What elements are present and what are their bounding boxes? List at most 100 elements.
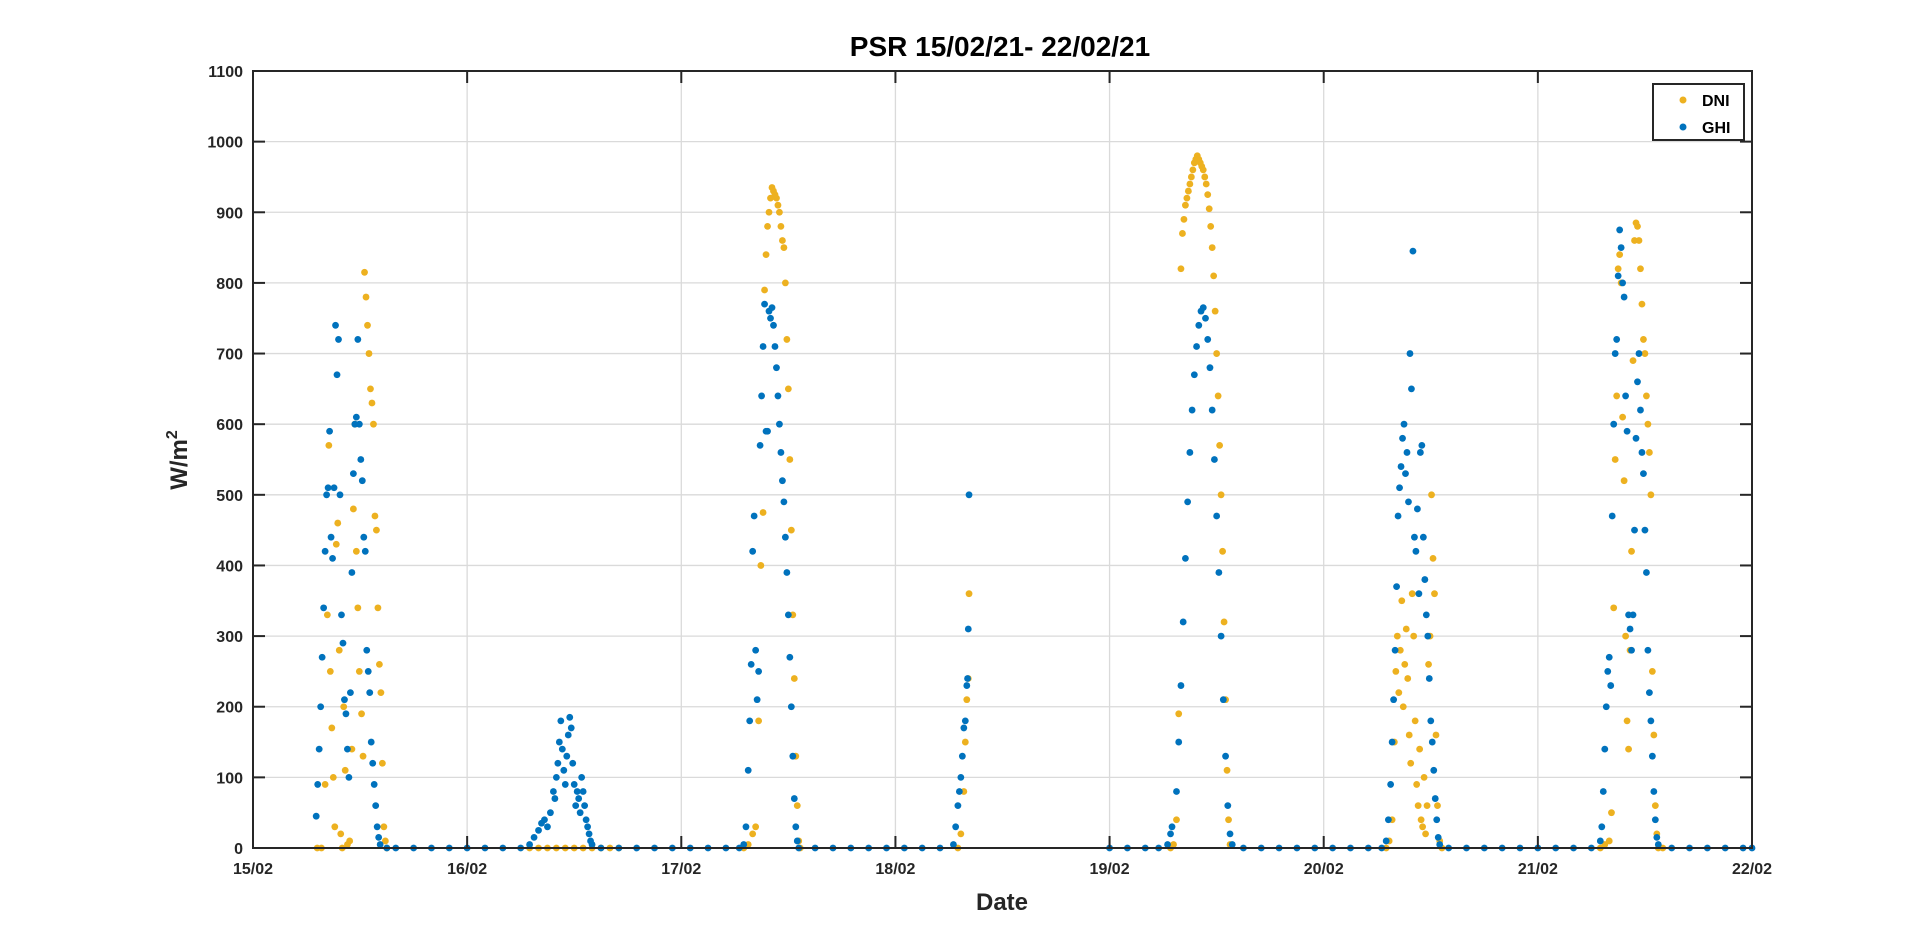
ghi-point bbox=[1393, 583, 1400, 591]
ghi-point bbox=[1654, 841, 1662, 848]
dni-point bbox=[1625, 745, 1632, 753]
ghi-point bbox=[790, 795, 798, 802]
dni-point bbox=[1187, 173, 1195, 181]
ghi-point bbox=[345, 773, 353, 781]
ghi-point bbox=[1608, 512, 1616, 520]
ghi-point bbox=[375, 834, 383, 841]
ghi-point bbox=[314, 781, 322, 788]
dni-point bbox=[370, 420, 377, 428]
ghi-point bbox=[569, 759, 577, 767]
ghi-point bbox=[1651, 816, 1659, 824]
dni-point bbox=[1404, 675, 1412, 682]
ghi-point bbox=[1213, 512, 1221, 520]
ghi-point bbox=[318, 653, 326, 661]
ghi-point bbox=[1415, 590, 1423, 598]
ghi-point bbox=[780, 498, 788, 506]
dni-point bbox=[1641, 350, 1649, 357]
ghi-point bbox=[789, 752, 797, 760]
ghi-point bbox=[1607, 682, 1615, 689]
ghi-point bbox=[336, 491, 344, 499]
ghi-point bbox=[355, 420, 363, 428]
dni-point bbox=[765, 208, 773, 216]
x-tick-label: 15/02 bbox=[233, 861, 273, 878]
ghi-point bbox=[1406, 350, 1414, 357]
ghi-point bbox=[783, 569, 791, 576]
ghi-point bbox=[965, 491, 973, 499]
ghi-point bbox=[585, 830, 593, 838]
legend: DNI GHI bbox=[1652, 83, 1745, 141]
y-tick-label: 900 bbox=[216, 205, 243, 222]
ghi-point bbox=[572, 802, 580, 810]
dni-point bbox=[774, 201, 782, 209]
ghi-point bbox=[1193, 343, 1200, 350]
legend-ghi-label: GHI bbox=[1702, 120, 1730, 137]
dni-point bbox=[1392, 668, 1400, 675]
ghi-point bbox=[1195, 321, 1203, 329]
ghi-point bbox=[1204, 336, 1212, 343]
legend-dni-marker bbox=[1679, 96, 1687, 104]
ghi-point bbox=[1613, 336, 1621, 343]
ghi-point bbox=[1637, 406, 1644, 414]
dni-point bbox=[1186, 180, 1194, 188]
ghi-point bbox=[792, 823, 800, 831]
dni-point bbox=[373, 526, 380, 534]
dni-point bbox=[1396, 646, 1404, 654]
dni-point bbox=[328, 724, 336, 732]
dni-point bbox=[1179, 230, 1186, 237]
dni-point bbox=[1410, 632, 1418, 640]
dni-point bbox=[759, 509, 767, 516]
dni-point bbox=[362, 293, 370, 301]
dni-point bbox=[1608, 809, 1615, 817]
ghi-point bbox=[329, 554, 336, 562]
dni-point bbox=[790, 675, 798, 682]
axis-ticks bbox=[252, 70, 1753, 849]
dni-point bbox=[1405, 731, 1413, 739]
ghi-point bbox=[952, 823, 960, 831]
ghi-point bbox=[759, 343, 767, 350]
ghi-point bbox=[1641, 526, 1649, 534]
dni-point bbox=[1213, 350, 1221, 357]
ghi-point bbox=[324, 484, 332, 492]
ghi-point bbox=[1400, 420, 1408, 428]
dni-point bbox=[332, 540, 340, 548]
y-tick-label: 800 bbox=[216, 276, 243, 293]
legend-dni-label: DNI bbox=[1702, 93, 1730, 110]
ghi-point bbox=[1640, 470, 1647, 478]
dni-point bbox=[779, 237, 786, 244]
x-tick-label: 16/02 bbox=[447, 861, 487, 878]
dni-point bbox=[381, 837, 389, 845]
ghi-point bbox=[547, 809, 554, 817]
ghi-point bbox=[1206, 364, 1214, 372]
dni-point bbox=[1214, 392, 1222, 400]
ghi-point bbox=[1626, 625, 1634, 633]
ghi-point bbox=[560, 766, 568, 774]
ghi-point bbox=[771, 343, 779, 350]
dni-point bbox=[1220, 618, 1228, 626]
ghi-point bbox=[341, 696, 348, 704]
dni-point bbox=[965, 590, 973, 598]
dni-point bbox=[335, 646, 343, 654]
ghi-point bbox=[1391, 646, 1399, 654]
dni-point bbox=[786, 456, 794, 463]
ghi-point bbox=[770, 321, 777, 329]
dni-point bbox=[1605, 837, 1613, 845]
ghi-point bbox=[1650, 788, 1658, 795]
ghi-point bbox=[955, 788, 963, 795]
ghi-point bbox=[1616, 226, 1624, 234]
dni-point bbox=[1395, 689, 1403, 696]
dni-point bbox=[780, 244, 788, 251]
ghi-point bbox=[1430, 766, 1438, 774]
dni-point bbox=[371, 512, 379, 520]
ghi-point bbox=[1226, 830, 1234, 838]
dni-point bbox=[764, 223, 771, 230]
ghi-point bbox=[349, 470, 357, 478]
ghi-point bbox=[1622, 392, 1629, 400]
ghi-point bbox=[1219, 696, 1227, 704]
ghi-point bbox=[339, 639, 347, 647]
x-tick-label: 22/02 bbox=[1732, 861, 1772, 878]
dni-point bbox=[346, 837, 354, 845]
ghi-point bbox=[1164, 841, 1171, 848]
dni-point bbox=[1423, 802, 1431, 810]
ghi-point bbox=[323, 491, 331, 499]
